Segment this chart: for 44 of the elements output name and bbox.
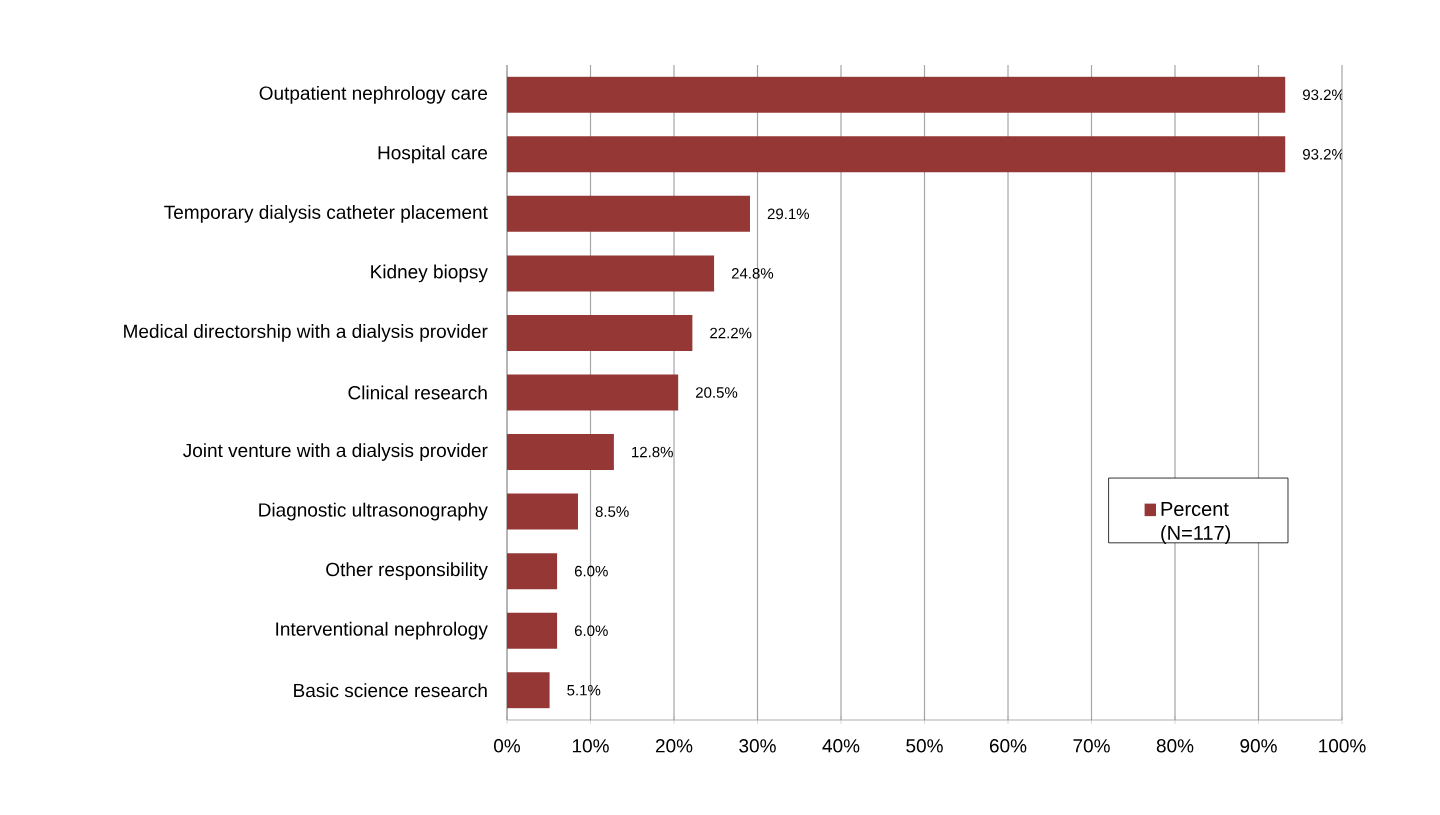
y-tick-label: Diagnostic ultrasonography <box>259 502 488 521</box>
bar <box>507 314 693 351</box>
x-tick-label: 40% <box>822 739 860 753</box>
y-tick-label: Joint venture with a dialysis provider <box>183 443 488 461</box>
bar <box>507 374 679 411</box>
y-tick-label: Basic science research <box>294 683 487 698</box>
x-tick-label: 50% <box>906 739 943 753</box>
bar <box>507 553 558 590</box>
bar <box>507 493 578 530</box>
x-tick-label: 60% <box>989 739 1027 753</box>
bar <box>507 612 558 649</box>
x-tick-label: 20% <box>655 739 693 753</box>
bar <box>507 255 715 292</box>
bar <box>507 136 1286 173</box>
y-tick-label: Interventional nephrology <box>276 621 488 640</box>
bar <box>507 76 1286 113</box>
data-label: 8.5% <box>595 506 629 517</box>
x-tick-label: 90% <box>1240 739 1277 753</box>
data-label: 22.2% <box>710 327 752 339</box>
bar <box>507 195 750 232</box>
data-label: 93.2% <box>1302 149 1345 160</box>
y-tick-label: Outpatient nephrology care <box>259 85 488 104</box>
data-label: 6.0% <box>574 565 608 577</box>
y-tick-label: Temporary dialysis catheter placement <box>164 205 488 223</box>
data-label: 6.0% <box>574 625 608 637</box>
y-tick-label: Clinical research <box>348 385 487 400</box>
y-tick-label: Medical directorship with a dialysis provider <box>124 324 488 342</box>
x-tick-label: 30% <box>739 739 776 753</box>
x-tick-label: 100% <box>1319 739 1366 753</box>
x-tick-label: 70% <box>1073 739 1110 753</box>
data-label: 12.8% <box>632 446 673 458</box>
x-tick-label: 0% <box>494 739 521 753</box>
y-tick-label: Other responsibility <box>326 562 488 581</box>
data-label: 20.5% <box>696 387 738 398</box>
data-label: 29.1% <box>767 208 810 220</box>
data-label: 5.1% <box>567 684 601 696</box>
x-tick-label: 10% <box>572 739 609 753</box>
bar <box>507 672 550 709</box>
x-tick-label: 80% <box>1156 739 1194 753</box>
bar <box>507 434 614 471</box>
y-tick-label: Kidney biopsy <box>371 264 488 283</box>
data-label: 24.8% <box>731 268 774 279</box>
y-tick-label: Hospital care <box>378 145 488 164</box>
legend-label: Percent (N=117) <box>1161 502 1231 544</box>
